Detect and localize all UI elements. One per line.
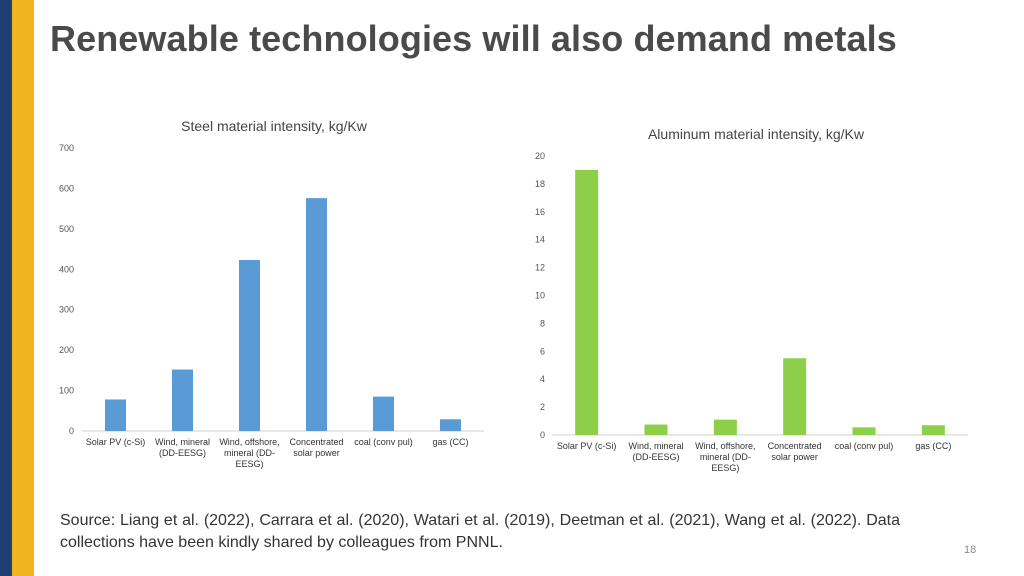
x-tick-label: Concentrated solar power	[289, 437, 343, 458]
aluminum-chart: Aluminum material intensity, kg/Kw 0 2 4 6 8 1…	[535, 126, 968, 473]
steel-chart: Steel material intensity, kg/Kw 0 100 200 30…	[59, 118, 484, 469]
y-tick-label: 20	[535, 151, 545, 161]
y-tick-label: 700	[59, 143, 74, 153]
y-tick-label: 500	[59, 224, 74, 234]
chart-title: Aluminum material intensity, kg/Kw	[648, 126, 865, 142]
x-tick-label: Wind, offshore, mineral (DD-EESG)	[219, 437, 279, 469]
x-tick-label: Wind, mineral (DD-EESG)	[628, 441, 683, 462]
y-tick-label: 10	[535, 291, 545, 301]
y-tick-label: 400	[59, 264, 74, 274]
x-tick-label: gas (CC)	[432, 437, 468, 447]
bar	[172, 369, 193, 431]
y-tick-label: 0	[540, 430, 545, 440]
y-tick-label: 4	[540, 374, 545, 384]
bar	[713, 419, 737, 435]
bar	[783, 358, 807, 435]
y-tick-label: 300	[59, 305, 74, 315]
y-tick-label: 16	[535, 207, 545, 217]
x-tick-label: Solar PV (c-Si)	[557, 441, 617, 451]
page-number: 18	[964, 544, 977, 556]
bar	[105, 399, 126, 431]
bar	[921, 425, 945, 435]
y-tick-label: 18	[535, 179, 545, 189]
y-tick-label: 8	[540, 318, 545, 328]
source-note: Source: Liang et al. (2022), Carrara et …	[60, 512, 900, 551]
y-tick-label: 600	[59, 183, 74, 193]
bar	[440, 419, 461, 431]
y-tick-label: 100	[59, 386, 74, 396]
x-tick-label: Concentrated solar power	[768, 441, 822, 462]
x-tick-label: coal (conv pul)	[354, 437, 413, 447]
bar	[644, 424, 668, 435]
x-tick-label: Wind, offshore, mineral (DD-EESG)	[695, 441, 755, 473]
y-tick-label: 6	[540, 346, 545, 356]
bar	[239, 259, 260, 431]
x-tick-label: coal (conv pul)	[835, 441, 894, 451]
y-tick-label: 0	[69, 426, 74, 436]
x-tick-label: gas (CC)	[915, 441, 951, 451]
bar	[575, 169, 599, 435]
chart-title: Steel material intensity, kg/Kw	[181, 118, 368, 134]
accent-stripe-gold	[12, 0, 34, 576]
bar	[306, 198, 327, 431]
accent-stripe-navy	[0, 0, 12, 576]
y-tick-label: 2	[540, 402, 545, 412]
x-tick-label: Solar PV (c-Si)	[86, 437, 146, 447]
bar	[373, 396, 394, 431]
bar	[852, 427, 876, 435]
x-tick-label: Wind, mineral (DD-EESG)	[155, 437, 210, 458]
slide-title: Renewable technologies will also demand …	[50, 18, 897, 59]
y-tick-label: 12	[535, 263, 545, 273]
y-tick-label: 200	[59, 345, 74, 355]
y-tick-label: 14	[535, 235, 545, 245]
